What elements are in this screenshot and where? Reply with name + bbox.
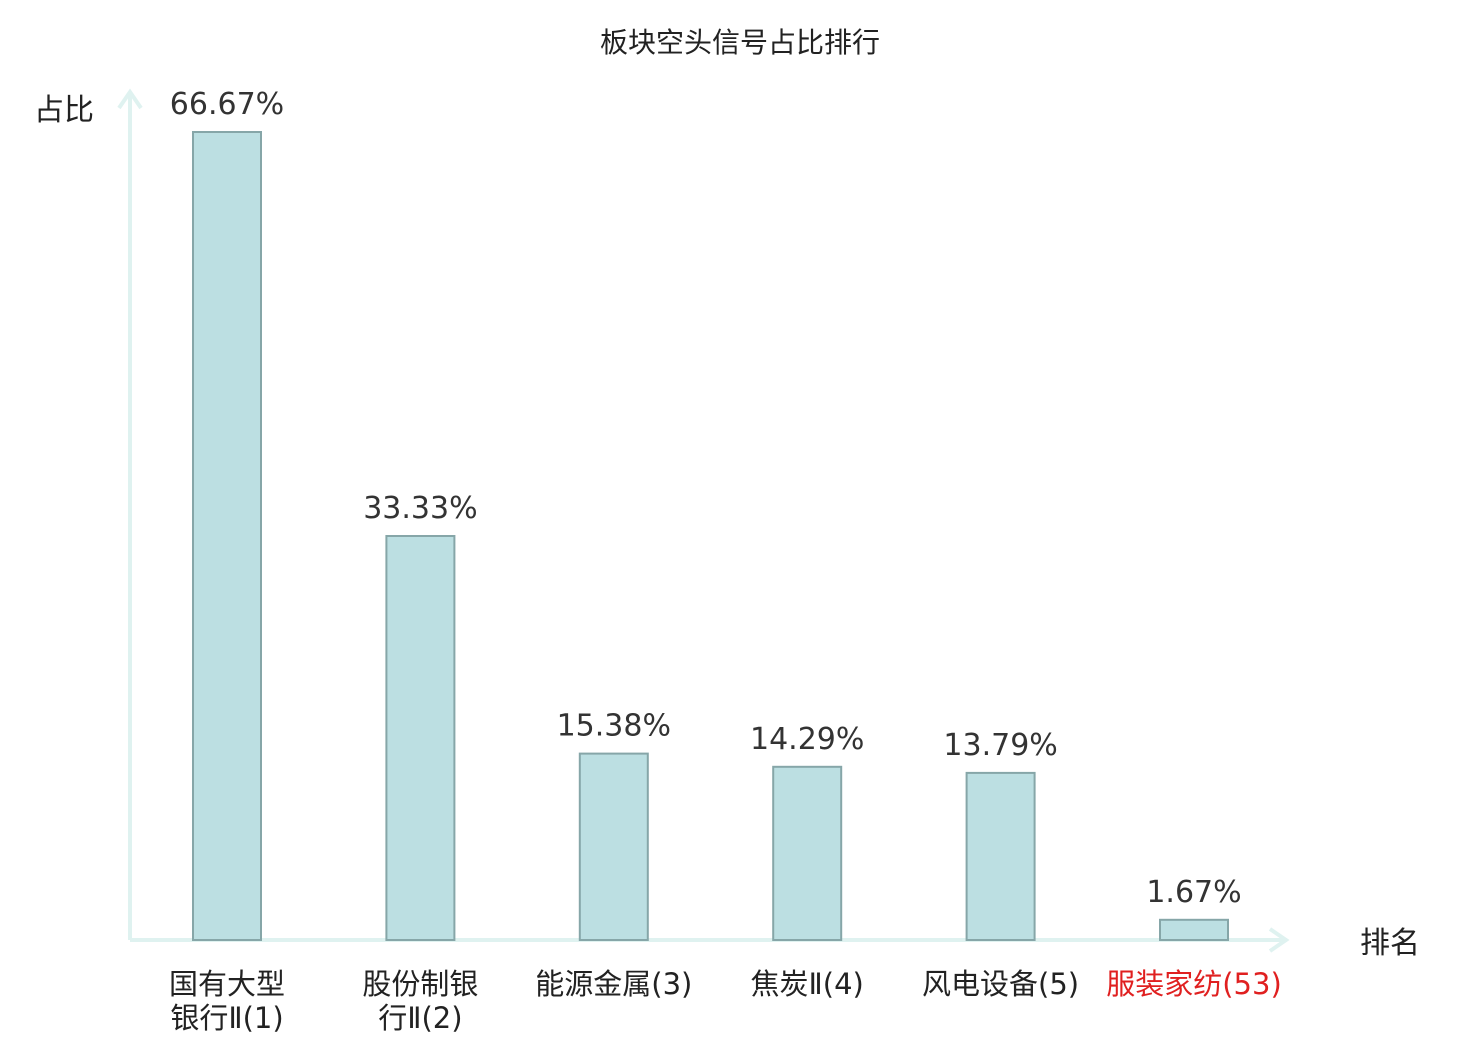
bar — [192, 131, 262, 941]
category-label: 焦炭Ⅱ(4) — [751, 967, 864, 1001]
y-axis-arrow-icon — [117, 88, 143, 110]
category-label: 股份制银 — [362, 967, 478, 1001]
y-axis-label: 占比 — [34, 93, 94, 128]
category-label: 服装家纺(53) — [1106, 967, 1282, 1001]
y-axis: 占比 — [34, 88, 143, 940]
category-label: 国有大型 — [169, 967, 285, 1001]
value-labels: 66.67% 33.33% 15.38% 14.29% 13.79% 1.67% — [170, 87, 1242, 910]
bar — [1159, 918, 1229, 941]
bar — [965, 771, 1036, 942]
category-label: 风电设备(5) — [922, 967, 1079, 1001]
bar — [578, 752, 649, 941]
category-label: 能源金属(3) — [535, 967, 692, 1001]
category-label: 银行Ⅱ(1) — [170, 1001, 283, 1035]
bars — [192, 131, 1229, 942]
x-axis-label: 排名 — [1360, 926, 1420, 961]
x-axis-arrow-icon — [1268, 927, 1290, 953]
bar-value-label: 33.33% — [363, 491, 477, 526]
chart-title: 板块空头信号占比排行 — [600, 26, 880, 59]
bar-value-label: 13.79% — [943, 728, 1057, 763]
bar-value-label: 15.38% — [557, 709, 671, 744]
bar-value-label: 1.67% — [1146, 875, 1241, 910]
category-label: 行Ⅱ(2) — [378, 1001, 462, 1035]
bar — [385, 535, 456, 941]
x-axis: 排名 — [130, 926, 1420, 961]
bar-value-label: 14.29% — [750, 722, 864, 757]
bar-value-label: 66.67% — [170, 87, 284, 122]
bar — [772, 765, 843, 941]
